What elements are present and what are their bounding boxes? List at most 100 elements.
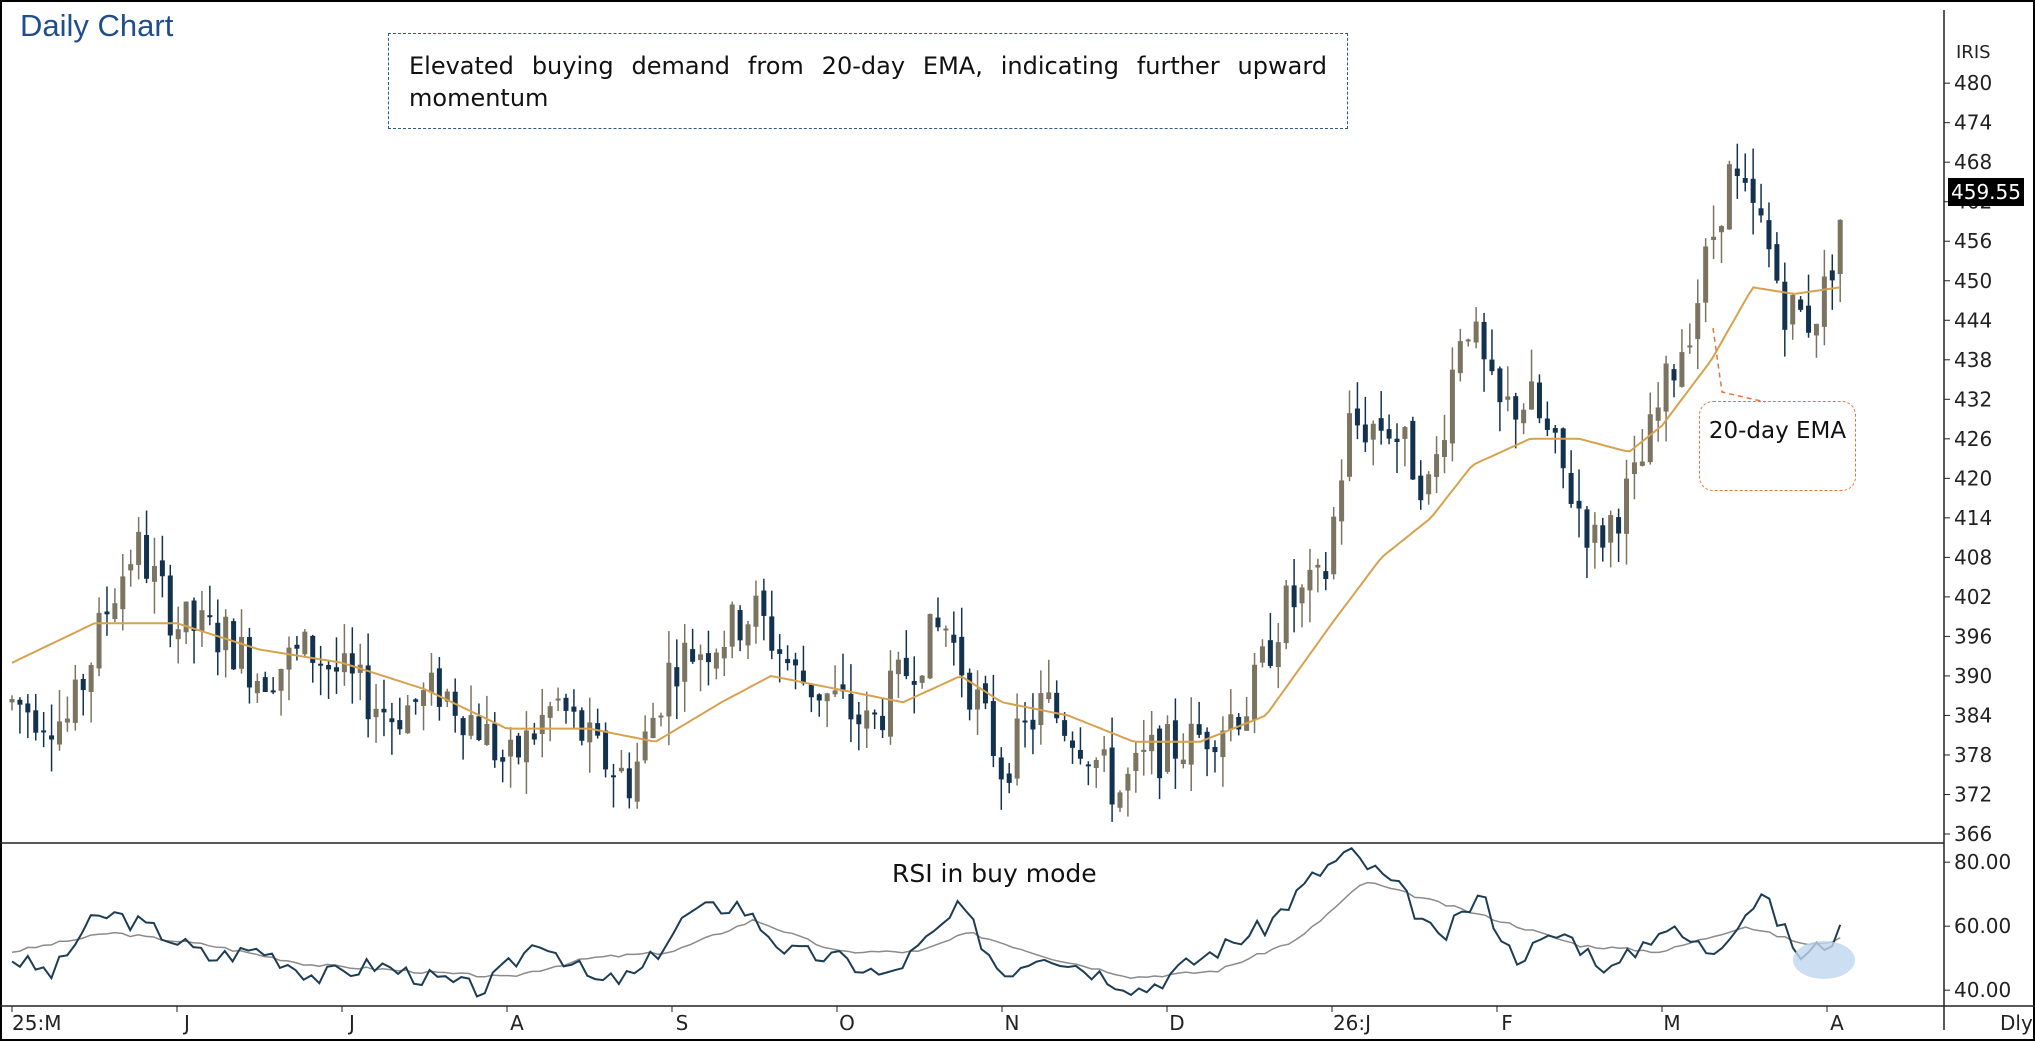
candle (1521, 403, 1527, 435)
candle (872, 709, 878, 730)
candle-body (1307, 569, 1313, 591)
candle-body (1544, 418, 1550, 430)
candle-body (618, 767, 624, 772)
candle-body (1536, 382, 1542, 419)
candle-body (1022, 720, 1028, 723)
candle (1204, 727, 1210, 777)
candle (72, 664, 78, 731)
candle (579, 707, 585, 746)
candle (1457, 328, 1463, 382)
candle (1624, 459, 1630, 565)
rsi-tick-label: 80.00 (1954, 850, 2011, 874)
candle (1426, 471, 1432, 505)
candle (1077, 727, 1083, 765)
candle-body (943, 628, 949, 631)
candle (1070, 731, 1076, 764)
candle (1125, 767, 1131, 817)
candle-body (1592, 524, 1598, 543)
candle (1513, 392, 1519, 449)
candle (144, 510, 150, 584)
candle-body (705, 653, 711, 663)
candle-body (1236, 716, 1242, 730)
candle (705, 630, 711, 686)
candle (682, 623, 688, 712)
candle (1434, 436, 1440, 494)
candle (690, 628, 696, 664)
candle-body (1228, 714, 1234, 730)
candle (1536, 374, 1542, 424)
candle-body (1631, 462, 1637, 475)
candle-body (1117, 792, 1123, 808)
candle-body (1410, 420, 1416, 480)
candle (326, 661, 332, 699)
candle (563, 693, 569, 724)
candle (1014, 693, 1020, 786)
ema-line (11, 286, 1841, 743)
candle (104, 586, 110, 636)
candle (64, 696, 70, 732)
candle-body (9, 699, 15, 703)
candle-body (1782, 281, 1788, 330)
candle-body (1473, 321, 1479, 343)
candle (270, 677, 276, 695)
candle (516, 732, 522, 765)
candle-body (753, 595, 759, 627)
candle-body (326, 664, 332, 670)
candle-body (1663, 363, 1669, 412)
candle-body (373, 708, 379, 718)
candle-body (1465, 339, 1471, 342)
candle (207, 585, 213, 626)
candle-body (911, 680, 917, 685)
candle-body (49, 735, 55, 740)
candle (1283, 580, 1289, 650)
candle-body (270, 690, 276, 693)
candle-body (959, 636, 965, 676)
candle (650, 702, 656, 739)
price-tick-label: 408 (1954, 545, 1992, 569)
candle (1259, 639, 1265, 668)
candle (49, 704, 55, 772)
candle-body (880, 715, 886, 731)
candle (547, 701, 553, 742)
price-tick-label: 414 (1954, 506, 1992, 530)
candle-body (436, 668, 442, 707)
candle (1386, 414, 1392, 445)
candle-body (1014, 718, 1020, 779)
candle (80, 673, 86, 716)
candle (1616, 508, 1622, 562)
x-tick-label: F (1501, 1011, 1513, 1035)
candle-body (310, 635, 316, 663)
candle (1180, 733, 1186, 769)
rsi-tick-label: 40.00 (1954, 978, 2011, 1002)
candle (1568, 450, 1574, 508)
candle (816, 693, 822, 717)
candle-body (183, 601, 189, 633)
candle-body (1315, 564, 1321, 568)
candle-body (919, 675, 925, 683)
candle-body (1806, 305, 1812, 333)
candle-body (136, 531, 142, 565)
candle-body (1426, 474, 1432, 495)
candle-body (927, 613, 933, 679)
candle-body (1560, 428, 1566, 469)
candle (318, 645, 324, 696)
candle-body (1180, 759, 1186, 764)
candle (1600, 517, 1606, 562)
candle-body (1267, 640, 1273, 666)
candle (1418, 460, 1424, 510)
candle-body (1616, 517, 1622, 534)
candle-body (1204, 731, 1210, 750)
candle-body (769, 616, 775, 651)
annotation-main: Elevated buying demand from 20-day EMA, … (388, 33, 1348, 129)
candle (1275, 623, 1281, 689)
candle-body (1624, 478, 1630, 534)
candle-body (1774, 244, 1780, 281)
candle-body (286, 647, 292, 670)
candle-body (1196, 724, 1202, 735)
candle (824, 692, 830, 728)
candle (175, 606, 181, 664)
candle-body (975, 689, 981, 710)
candle (1782, 262, 1788, 357)
candle-body (381, 708, 387, 713)
candle (1473, 307, 1479, 349)
